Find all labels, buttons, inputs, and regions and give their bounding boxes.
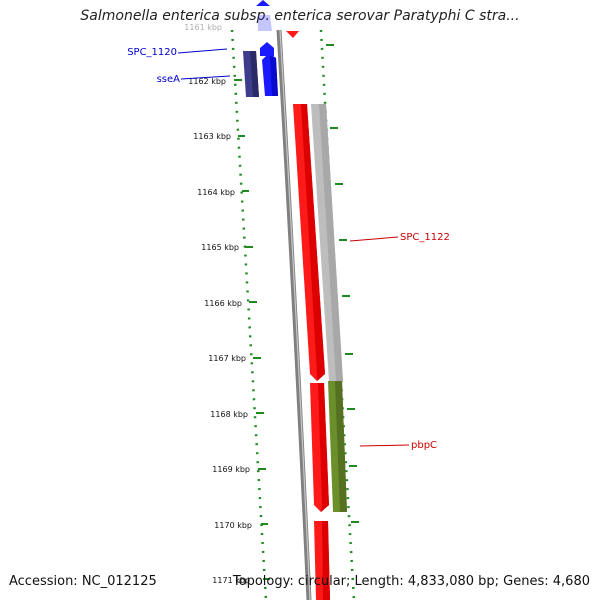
gene-red-long-shade (301, 104, 325, 381)
tick-label: 1164 kbp (197, 188, 235, 197)
tick-label: 1161 kbp (184, 23, 222, 32)
tick-label: 1165 kbp (201, 243, 239, 252)
tick-label: 1166 kbp (204, 299, 242, 308)
gene-arrow-top[interactable] (256, 0, 270, 6)
gene-label-spc1120[interactable]: SPC_1120 (127, 47, 177, 58)
gene-small-red[interactable] (286, 31, 299, 38)
gene-pbpC-shade (335, 381, 347, 512)
gene-spc1122-shade (319, 104, 343, 381)
gene-spc1120-shade (270, 56, 278, 96)
tick-label: 1167 kbp (208, 354, 246, 363)
topology-text: Topology: circular; Length: 4,833,080 bp… (232, 574, 590, 589)
gene-red-bottom-shade (322, 521, 330, 600)
tick-label: 1163 kbp (193, 132, 231, 141)
tick-label: 1162 kbp (188, 77, 226, 86)
gene-faded-top[interactable] (258, 15, 272, 31)
label-line-spc1122 (349, 236, 399, 242)
gene-label-spc1122[interactable]: SPC_1122 (400, 232, 450, 243)
genome-backbone-highlight (279, 29, 311, 600)
label-line-pbpc (359, 444, 410, 447)
gene-label-ssea[interactable]: sseA (157, 74, 181, 85)
gene-spc1120-small[interactable] (260, 42, 274, 56)
tick-label: 1168 kbp (210, 410, 248, 419)
accession-text: Accession: NC_012125 (9, 574, 157, 589)
label-line-spc1120 (177, 48, 228, 54)
tick-label: 1171 kbp (212, 576, 250, 585)
map-title: Salmonella enterica subsp. enterica sero… (80, 8, 520, 24)
label-line-ssea (180, 75, 231, 80)
gene-red-middle-shade (318, 383, 329, 512)
tick-label: 1169 kbp (212, 465, 250, 474)
gene-sseA-shade (250, 51, 259, 97)
genome-backbone (276, 29, 312, 600)
tick-label: 1170 kbp (214, 521, 252, 530)
inner-ruler-track (230, 29, 268, 600)
ruler-ticks (234, 44, 359, 580)
gene-label-pbpc[interactable]: pbpC (411, 440, 437, 451)
